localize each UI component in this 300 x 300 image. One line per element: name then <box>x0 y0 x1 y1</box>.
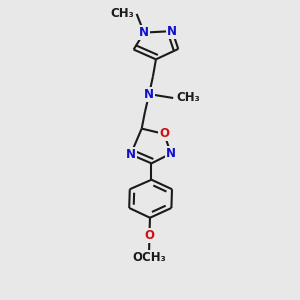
Text: CH₃: CH₃ <box>176 92 200 104</box>
Text: CH₃: CH₃ <box>110 8 134 20</box>
Text: N: N <box>167 25 177 38</box>
Text: O: O <box>159 128 169 140</box>
Text: OCH₃: OCH₃ <box>132 251 166 264</box>
Text: N: N <box>139 26 149 39</box>
Text: N: N <box>144 88 154 100</box>
Text: O: O <box>144 229 154 242</box>
Text: N: N <box>126 148 136 161</box>
Text: N: N <box>166 147 176 160</box>
